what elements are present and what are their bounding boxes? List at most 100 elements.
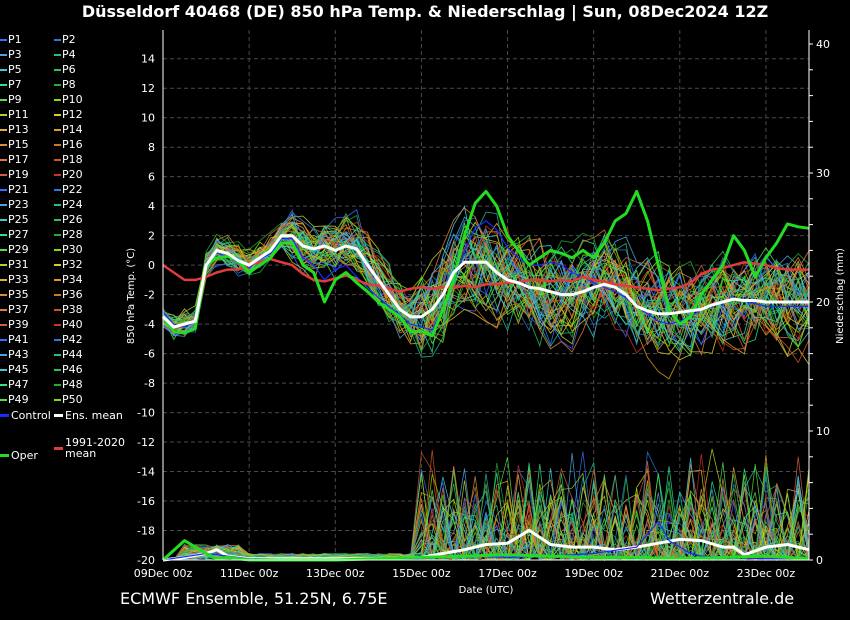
- legend-swatch: [0, 158, 7, 161]
- member-temp-line: [162, 230, 810, 350]
- legend-member: P6: [54, 63, 76, 76]
- legend-label: P29: [8, 243, 29, 256]
- x-tick-label: 11Dec 00z: [220, 567, 279, 580]
- legend-label: P3: [8, 48, 22, 61]
- legend-label: P12: [62, 108, 83, 121]
- legend-label: P32: [62, 258, 83, 271]
- legend-swatch: [54, 173, 61, 176]
- series-oper: [161, 189, 810, 338]
- legend-swatch: [0, 368, 7, 371]
- legend-label: P10: [62, 93, 83, 106]
- legend-swatch: [54, 414, 63, 417]
- legend-label: P7: [8, 78, 22, 91]
- member-temp-line: [162, 224, 810, 352]
- legend-label: P13: [8, 123, 29, 136]
- legend-swatch: [0, 454, 9, 457]
- legend-swatch: [0, 203, 7, 206]
- y-left-tick-label: 0: [148, 259, 155, 272]
- x-tick-label: 09Dec 00z: [134, 567, 193, 580]
- y-left-tick-label: 12: [141, 82, 155, 95]
- legend-swatch: [0, 128, 7, 131]
- y-left-tick-label: 4: [148, 200, 155, 213]
- legend-label: P2: [62, 33, 76, 46]
- legend-label: P22: [62, 183, 83, 196]
- y-left-tick-label: -16: [137, 495, 155, 508]
- legend-member: P3: [0, 48, 22, 61]
- legend-swatch: [54, 383, 61, 386]
- legend-label: P19: [8, 168, 29, 181]
- legend-label: P27: [8, 228, 29, 241]
- legend-member: P45: [0, 363, 29, 376]
- legend-label: Control: [11, 409, 51, 422]
- legend-member: P2: [54, 33, 76, 46]
- legend-label: P49: [8, 393, 29, 406]
- legend-label: P47: [8, 378, 29, 391]
- legend-label: P37: [8, 303, 29, 316]
- legend-label: P5: [8, 63, 22, 76]
- legend-member: P27: [0, 228, 29, 241]
- legend-label: P25: [8, 213, 29, 226]
- legend-member: P20: [54, 168, 83, 181]
- legend-member: P28: [54, 228, 83, 241]
- legend-label: P50: [62, 393, 83, 406]
- legend-ens-mean: Ens. mean: [54, 409, 123, 422]
- legend-label: P23: [8, 198, 29, 211]
- legend-control: Control: [0, 409, 51, 422]
- x-axis-label: Date (UTC): [459, 585, 514, 596]
- legend-swatch: [0, 338, 7, 341]
- legend-swatch: [0, 248, 7, 251]
- legend-label: mean: [65, 447, 97, 460]
- legend-label: P8: [62, 78, 76, 91]
- legend-label: P30: [62, 243, 83, 256]
- legend-member: P12: [54, 108, 83, 121]
- legend-label: P16: [62, 138, 83, 151]
- legend-member: P42: [54, 333, 83, 346]
- legend-member: P4: [54, 48, 76, 61]
- legend-member: P22: [54, 183, 83, 196]
- legend-swatch: [54, 158, 61, 161]
- legend-swatch: [0, 233, 7, 236]
- legend-member: P39: [0, 318, 29, 331]
- legend-label: P26: [62, 213, 83, 226]
- legend-label: P35: [8, 288, 29, 301]
- legend-label: P11: [8, 108, 29, 121]
- precip-oper: [161, 539, 810, 562]
- legend-swatch: [54, 53, 61, 56]
- legend-label: P34: [62, 273, 83, 286]
- legend-label: P38: [62, 303, 83, 316]
- y-left-tick-label: 8: [148, 141, 155, 154]
- legend-swatch: [0, 218, 7, 221]
- legend-member: P34: [54, 273, 83, 286]
- y-left-tick-label: -20: [137, 554, 155, 567]
- legend-label: Oper: [11, 449, 38, 462]
- legend-label: P43: [8, 348, 29, 361]
- x-tick-label: 15Dec 00z: [392, 567, 451, 580]
- y-left-tick-label: -8: [144, 377, 155, 390]
- legend-label: P39: [8, 318, 29, 331]
- legend-swatch: [0, 353, 7, 356]
- member-temp-line: [162, 207, 810, 353]
- legend-swatch: [0, 188, 7, 191]
- legend-member: P46: [54, 363, 83, 376]
- legend-swatch: [0, 53, 7, 56]
- x-tick-label: 21Dec 00z: [651, 567, 710, 580]
- legend-swatch: [0, 323, 7, 326]
- legend-swatch: [54, 248, 61, 251]
- legend-label: P15: [8, 138, 29, 151]
- legend-member: P33: [0, 273, 29, 286]
- legend-oper: Oper: [0, 449, 38, 462]
- legend-member: P18: [54, 153, 83, 166]
- axes: 09Dec 00z 11Dec 00z 13Dec 00z 15Dec 00z 17De…: [134, 30, 830, 580]
- legend-label: P41: [8, 333, 29, 346]
- x-tick-label: 23Dec 00z: [737, 567, 796, 580]
- legend-swatch: [0, 173, 7, 176]
- y-right-tick-label: 10: [816, 425, 830, 438]
- legend-member: P10: [54, 93, 83, 106]
- legend-label: P18: [62, 153, 83, 166]
- legend-member: P23: [0, 198, 29, 211]
- legend-swatch: [54, 368, 61, 371]
- legend-label: P17: [8, 153, 29, 166]
- legend-member: P15: [0, 138, 29, 151]
- footer-site: Wetterzentrale.de: [650, 589, 795, 608]
